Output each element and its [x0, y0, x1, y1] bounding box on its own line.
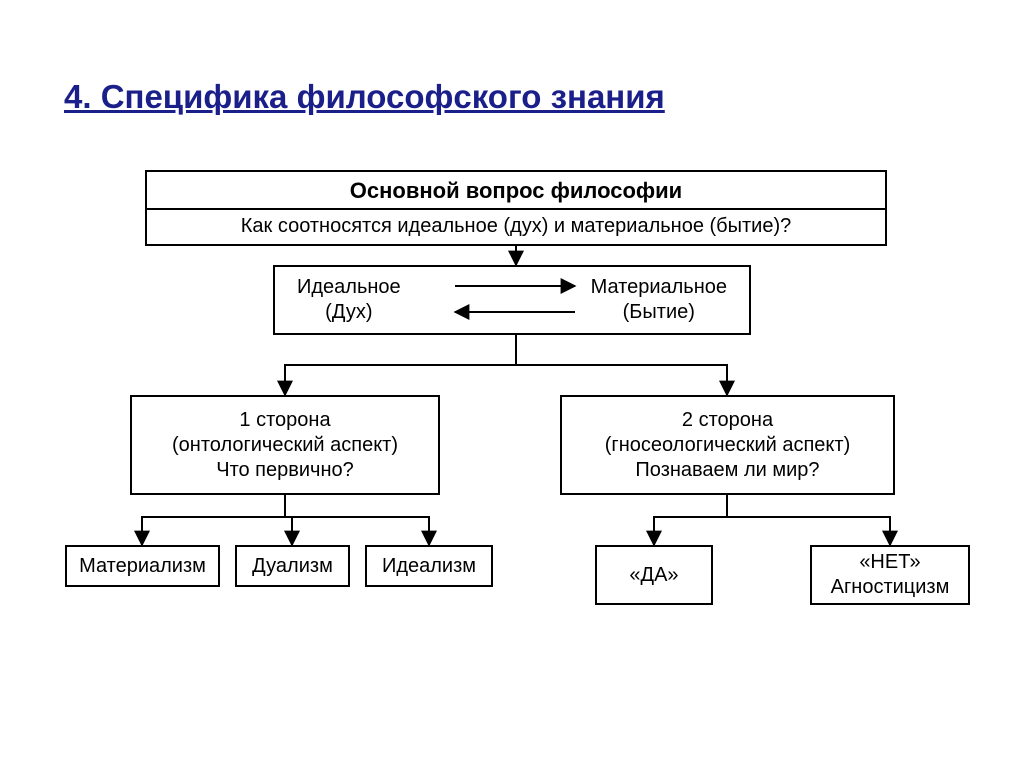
side1-line2: (онтологический аспект)	[172, 433, 398, 458]
pair-right: Материальное (Бытие)	[591, 275, 727, 325]
pair-left-line2: (Дух)	[297, 300, 401, 325]
side2-line1: 2 сторона	[682, 408, 773, 433]
edge-side2-no	[727, 495, 890, 545]
node-idealism: Идеализм	[365, 545, 493, 587]
node-yes: «ДА»	[595, 545, 713, 605]
slide-title: 4. Специфика философского знания	[64, 78, 665, 116]
edge-side1-materialism	[142, 495, 285, 545]
side2-line3: Познаваем ли мир?	[635, 458, 819, 483]
pair-left: Идеальное (Дух)	[297, 275, 401, 325]
side1-line1: 1 сторона	[239, 408, 330, 433]
node-materialism: Материализм	[65, 545, 220, 587]
edge-pair-side2	[516, 335, 727, 395]
edge-side2-yes	[654, 495, 727, 545]
pair-right-line2: (Бытие)	[591, 300, 727, 325]
side1-line3: Что первично?	[216, 458, 354, 483]
slide: 4. Специфика философского знания Основно…	[0, 0, 1024, 767]
edge-side1-dualism	[285, 495, 292, 545]
pair-right-line1: Материальное	[591, 275, 727, 300]
dualism-label: Дуализм	[252, 554, 333, 579]
yes-line1: «ДА»	[629, 563, 678, 588]
no-line2: Агностицизм	[831, 575, 950, 600]
node-side1: 1 сторона (онтологический аспект) Что пе…	[130, 395, 440, 495]
node-top: Основной вопрос философии Как соотносятс…	[145, 170, 887, 246]
node-top-title: Основной вопрос философии	[147, 177, 885, 211]
materialism-label: Материализм	[79, 554, 206, 579]
edge-side1-idealism	[285, 495, 429, 545]
side2-line2: (гносеологический аспект)	[605, 433, 850, 458]
edge-pair-side1	[285, 335, 516, 395]
pair-left-line1: Идеальное	[297, 275, 401, 300]
node-pair: Идеальное (Дух) Материальное (Бытие)	[273, 265, 751, 335]
node-no: «НЕТ» Агностицизм	[810, 545, 970, 605]
no-line1: «НЕТ»	[859, 550, 920, 575]
node-side2: 2 сторона (гносеологический аспект) Позн…	[560, 395, 895, 495]
node-top-subtitle: Как соотносятся идеальное (дух) и матери…	[241, 214, 791, 239]
idealism-label: Идеализм	[382, 554, 476, 579]
node-dualism: Дуализм	[235, 545, 350, 587]
